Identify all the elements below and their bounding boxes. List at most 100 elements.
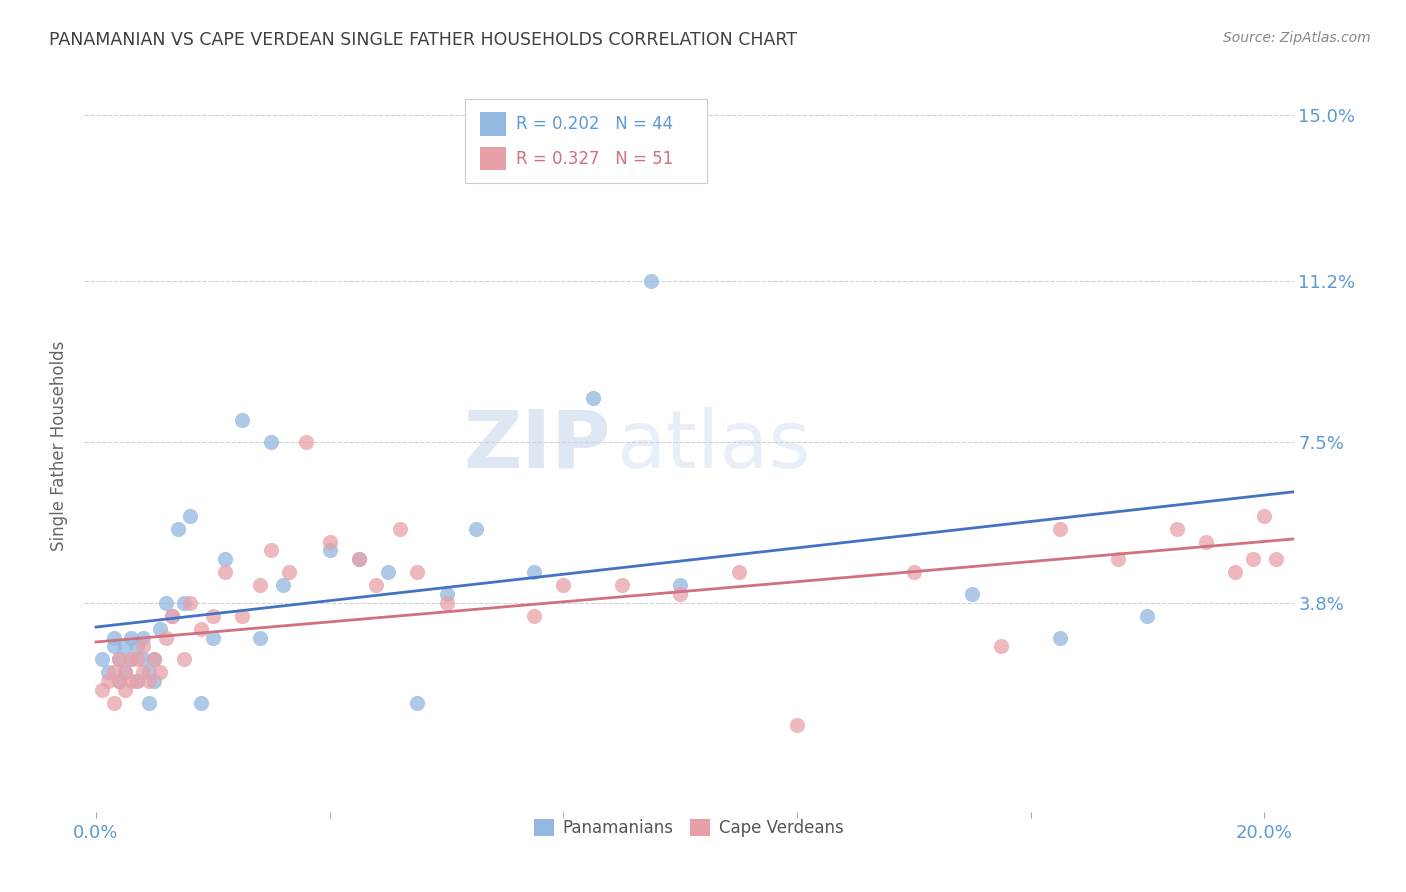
Point (132, 631, 155, 645)
Point (138, 696, 160, 710)
Point (108, 674, 131, 689)
Point (108, 674, 131, 689)
Point (190, 622, 212, 636)
Point (149, 622, 172, 636)
Point (108, 652, 131, 666)
Point (1265, 552, 1288, 566)
Point (125, 674, 148, 689)
FancyBboxPatch shape (479, 112, 506, 136)
Point (114, 640, 136, 654)
Point (295, 434, 318, 449)
Point (581, 391, 603, 405)
Point (786, 717, 808, 731)
Point (114, 665, 136, 680)
Point (1049, 631, 1071, 645)
Point (523, 608, 546, 623)
Point (260, 543, 283, 558)
Point (138, 665, 160, 680)
Point (108, 652, 131, 666)
Point (160, 608, 183, 623)
Point (903, 566, 925, 580)
Point (120, 652, 142, 666)
FancyBboxPatch shape (479, 147, 506, 170)
Point (347, 552, 370, 566)
Point (990, 640, 1012, 654)
Point (143, 652, 166, 666)
Text: atlas: atlas (616, 407, 811, 485)
Point (464, 522, 486, 536)
Legend: Panamanians, Cape Verdeans: Panamanians, Cape Verdeans (527, 812, 851, 844)
Point (132, 640, 155, 654)
Point (406, 566, 429, 580)
Point (231, 413, 253, 427)
Point (377, 566, 399, 580)
Point (155, 631, 177, 645)
Point (366, 578, 388, 592)
Point (125, 640, 148, 654)
Point (120, 652, 142, 666)
Point (114, 665, 136, 680)
Point (103, 640, 125, 654)
Point (231, 608, 253, 623)
Point (190, 696, 212, 710)
Point (260, 434, 283, 449)
Text: R = 0.327   N = 51: R = 0.327 N = 51 (516, 150, 673, 168)
Point (347, 552, 370, 566)
Point (201, 608, 224, 623)
Point (436, 596, 458, 610)
Point (640, 274, 662, 288)
Point (103, 665, 125, 680)
Point (249, 578, 271, 592)
Point (553, 578, 575, 592)
Point (1253, 508, 1275, 523)
Text: ZIP: ZIP (463, 407, 610, 485)
Point (1195, 534, 1218, 549)
Point (1241, 552, 1264, 566)
Point (97, 665, 120, 680)
Point (138, 674, 160, 689)
Point (132, 665, 155, 680)
Point (120, 631, 142, 645)
Point (201, 631, 224, 645)
Point (1223, 566, 1246, 580)
Point (271, 578, 294, 592)
Point (143, 652, 166, 666)
Text: Source: ZipAtlas.com: Source: ZipAtlas.com (1223, 31, 1371, 45)
Point (669, 587, 692, 601)
Point (436, 587, 458, 601)
Point (90, 652, 112, 666)
Point (173, 596, 195, 610)
Point (125, 652, 148, 666)
Point (1166, 522, 1188, 536)
Point (669, 578, 692, 592)
FancyBboxPatch shape (465, 99, 707, 183)
Point (97, 674, 120, 689)
Point (179, 508, 201, 523)
Point (214, 566, 236, 580)
Point (610, 578, 633, 592)
Text: R = 0.202   N = 44: R = 0.202 N = 44 (516, 115, 673, 133)
Point (1107, 552, 1129, 566)
Point (166, 522, 188, 536)
Point (318, 543, 340, 558)
Point (406, 696, 429, 710)
Y-axis label: Single Father Households: Single Father Households (51, 341, 69, 551)
Point (120, 674, 142, 689)
Point (143, 674, 166, 689)
Point (960, 587, 983, 601)
Point (173, 652, 195, 666)
Point (155, 596, 177, 610)
Point (149, 665, 172, 680)
Point (179, 596, 201, 610)
Point (103, 696, 125, 710)
Point (160, 608, 183, 623)
Point (1049, 522, 1071, 536)
Point (1136, 608, 1159, 623)
Point (103, 631, 125, 645)
Point (114, 682, 136, 697)
Point (125, 674, 148, 689)
Point (523, 566, 546, 580)
Point (277, 566, 299, 580)
Point (727, 566, 749, 580)
Point (318, 534, 340, 549)
